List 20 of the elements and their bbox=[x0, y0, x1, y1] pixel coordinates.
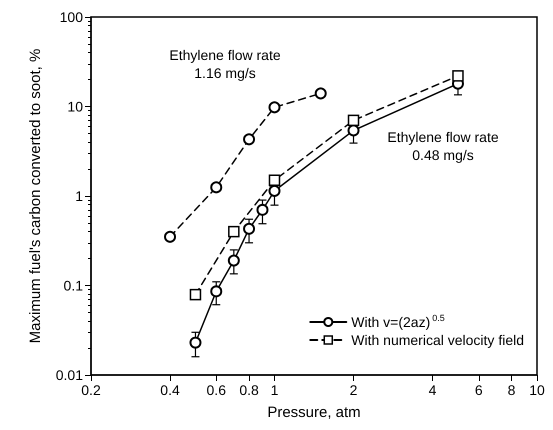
x-tick-label: 0.2 bbox=[81, 382, 101, 398]
annotation: Ethylene flow rate 0.48 mg/s bbox=[387, 129, 499, 163]
x-tick-label: 10 bbox=[529, 382, 545, 398]
x-tick-label: 0.6 bbox=[206, 382, 226, 398]
x-tick-label: 1 bbox=[270, 382, 279, 398]
x-tick-label: 8 bbox=[508, 382, 516, 398]
annotation: Ethylene flow rate 1.16 mg/s bbox=[169, 47, 281, 81]
y-tick-label: 0.1 bbox=[64, 278, 84, 294]
y-tick-label: 0.01 bbox=[56, 367, 84, 383]
x-tick-label: 6 bbox=[474, 382, 483, 398]
y-tick-label: 1 bbox=[75, 188, 84, 204]
y-tick-label: 10 bbox=[67, 98, 84, 114]
legend-label: With numerical velocity field bbox=[351, 332, 524, 348]
x-tick-label: 4 bbox=[428, 382, 437, 398]
x-tick-label: 2 bbox=[350, 382, 358, 398]
x-tick-label: 0.4 bbox=[160, 382, 180, 398]
y-tick-label: 100 bbox=[60, 9, 84, 25]
x-axis-title: Pressure, atm bbox=[267, 404, 361, 421]
y-axis-title: Maximum fuel's carbon converted to soot, % bbox=[27, 48, 44, 344]
x-tick-label: 0.8 bbox=[239, 382, 259, 398]
